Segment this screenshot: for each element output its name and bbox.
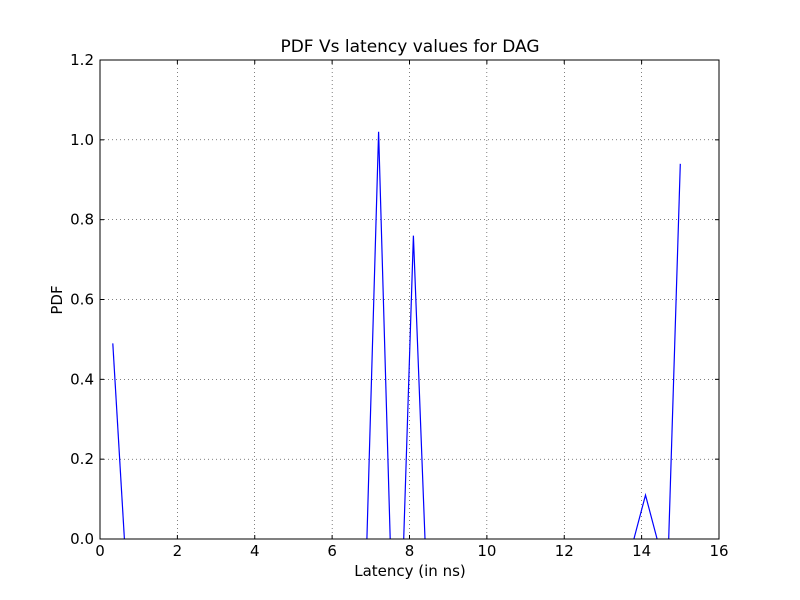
grid-layer (100, 60, 719, 539)
chart-title: PDF Vs latency values for DAG (280, 37, 539, 57)
y-tick-label: 0.6 (70, 291, 94, 309)
x-tick-label: 8 (405, 542, 415, 560)
x-tick-label: 6 (327, 542, 337, 560)
series-line-segment (403, 235, 426, 540)
series-line-segment (668, 163, 681, 540)
y-tick-label: 0.8 (70, 211, 94, 229)
y-tick-label: 0.0 (70, 530, 94, 548)
y-tick-label: 1.2 (70, 51, 94, 69)
tick-layer: 0 2 4 6 8 10 12 14 16 0.0 0.2 0.4 0.6 0.8 1.0 1.2 (70, 51, 728, 560)
y-axis-label: PDF (48, 285, 66, 314)
x-tick-label: 4 (250, 542, 260, 560)
x-tick-label: 12 (555, 542, 574, 560)
x-tick-label: 0 (95, 542, 105, 560)
y-tick-label: 0.2 (70, 450, 94, 468)
series-line-segment (366, 131, 391, 540)
x-tick-label: 16 (709, 542, 728, 560)
x-tick-label: 10 (477, 542, 496, 560)
series-line-segment (112, 343, 125, 540)
series-layer (112, 131, 681, 540)
x-tick-label: 2 (173, 542, 183, 560)
x-tick-label: 14 (632, 542, 651, 560)
x-axis-label: Latency (in ns) (354, 562, 466, 580)
y-tick-label: 0.4 (70, 370, 94, 388)
y-tick-label: 1.0 (70, 131, 94, 149)
series-line-segment (633, 492, 658, 540)
